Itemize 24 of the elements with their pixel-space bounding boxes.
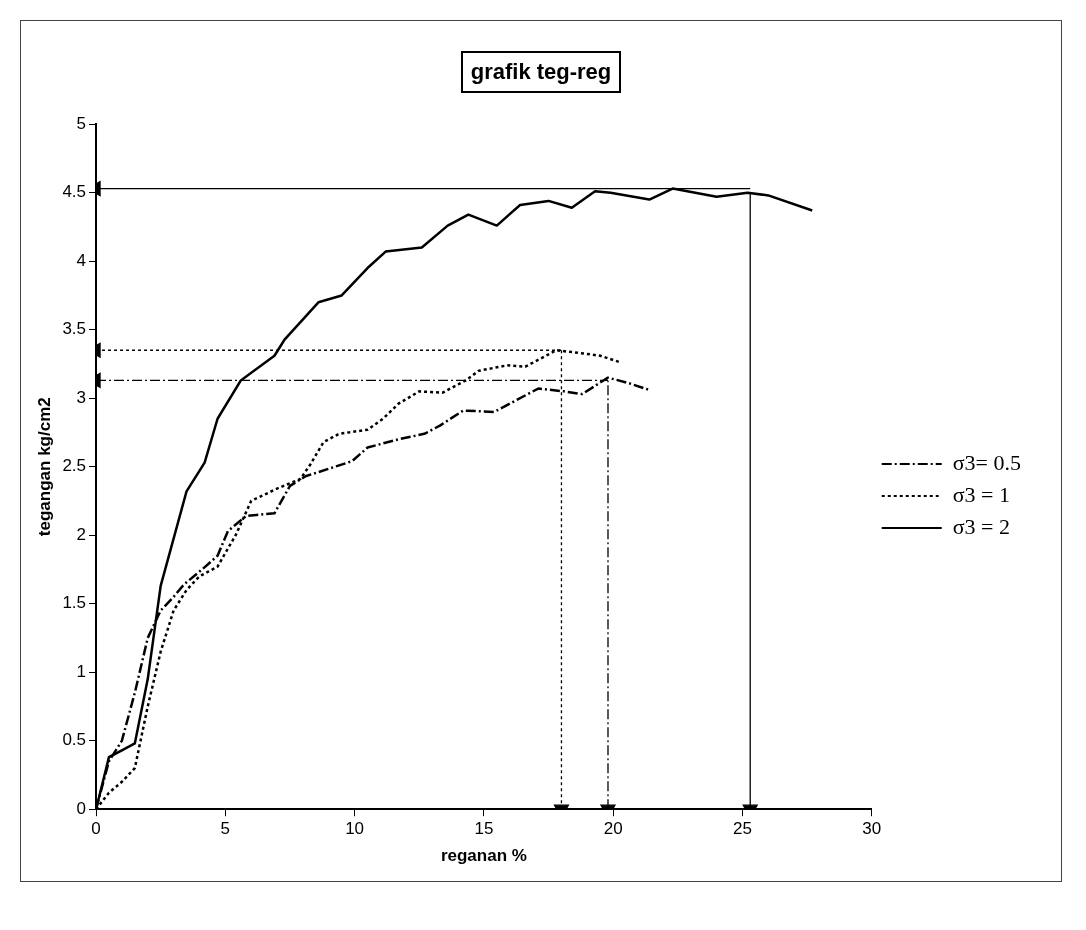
chart-title: grafik teg-reg	[460, 51, 622, 93]
y-tick-label: 3.5	[62, 319, 87, 339]
y-tick-label: 5	[76, 113, 87, 133]
y-tick-label: 0.5	[62, 730, 87, 750]
y-tick-label: 1	[76, 661, 87, 681]
legend-label: σ3 = 1	[952, 481, 1011, 507]
y-axis-title: tegangan kg/cm2	[34, 397, 54, 537]
x-tick-label: 15	[474, 819, 494, 839]
x-tick-label: 5	[220, 819, 231, 839]
y-tick-label: 1.5	[62, 593, 87, 613]
y-tick-label: 2	[76, 524, 87, 544]
x-tick-label: 20	[603, 819, 623, 839]
y-tick-label: 4.5	[62, 182, 87, 202]
y-tick-label: 3	[76, 387, 87, 407]
x-axis-title: reganan %	[440, 846, 527, 866]
x-tick-label: 0	[91, 819, 101, 839]
x-tick-label: 30	[862, 819, 882, 839]
y-tick-label: 2.5	[62, 456, 87, 476]
x-tick-label: 10	[345, 819, 365, 839]
legend-label: σ3 = 2	[952, 513, 1011, 539]
y-tick-label: 0	[76, 798, 87, 818]
y-tick-label: 4	[76, 250, 87, 270]
x-tick-label: 25	[732, 819, 752, 839]
legend-label: σ3= 0.5	[952, 449, 1022, 475]
